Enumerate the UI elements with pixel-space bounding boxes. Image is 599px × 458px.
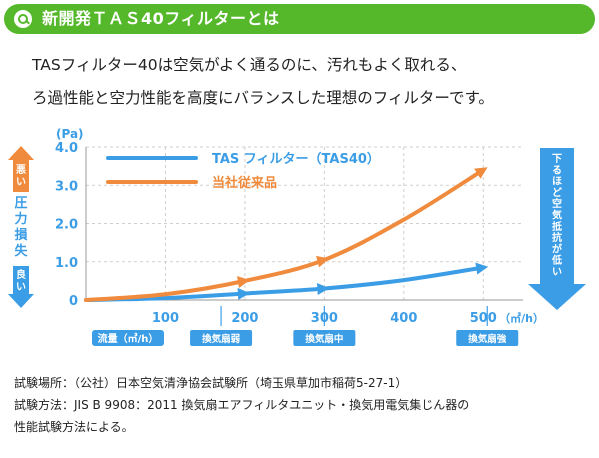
series-point-0 (481, 265, 485, 269)
series-point-1 (243, 279, 247, 283)
fan-label-box (456, 330, 519, 346)
note-test-method-cont: 性能試験方法による。 (14, 420, 134, 434)
note-test-method: 試験方法：JIS B 9908：2011 換気扇エアフィルタユニット・換気用電気… (14, 398, 470, 412)
fan-label: 換気扇中 (305, 333, 343, 345)
left-arrow-up (8, 146, 34, 160)
legend-label-1: 当社従来品 (212, 175, 277, 191)
series-point-1 (322, 258, 326, 262)
left-bottom-box (13, 266, 29, 294)
left-top-char: い (16, 177, 26, 188)
x-axis-label-box (92, 330, 164, 346)
series-arrow-1 (316, 255, 330, 268)
search-icon (14, 10, 32, 28)
left-middle-char: 力 (14, 211, 27, 227)
page-title: 新開発ＴＡＳ40フィルターとは (42, 9, 280, 28)
y-tick-label: 3.0 (55, 179, 78, 194)
x-axis-unit: （㎥/h） (499, 311, 544, 325)
right-arrow-head (528, 284, 586, 310)
series-point-1 (402, 218, 406, 222)
y-tick-label: 1.0 (55, 256, 78, 271)
right-label-char: 下 (552, 153, 562, 165)
right-label-char: い (552, 267, 562, 278)
left-middle-char: 失 (14, 243, 28, 259)
series-point-1 (481, 168, 485, 172)
series-line-0 (84, 265, 486, 302)
x-tick-label: 100 (152, 311, 179, 326)
series-point-1 (163, 292, 167, 296)
right-label-char: 低 (551, 254, 562, 267)
right-label-char: 抗 (552, 231, 562, 244)
legend-label-0: TAS フィルター（TAS40） (212, 151, 380, 167)
left-arrow-down (8, 294, 34, 308)
fan-label: 換気扇強 (468, 333, 507, 345)
fan-label-box (190, 330, 253, 346)
right-label-char: 気 (551, 209, 562, 222)
note-test-location: 試験場所：（公社）日本空気清浄協会試験所（埼玉県草加市稲荷5-27-1） (14, 376, 408, 390)
fan-label: 換気扇弱 (202, 333, 240, 345)
x-axis-label: 流量（㎥/h） (98, 332, 159, 345)
right-label-char: ほ (552, 176, 562, 188)
left-bottom-char: い (16, 282, 26, 293)
y-tick-label: 4.0 (55, 141, 78, 156)
right-label-char: る (552, 164, 562, 176)
series-point-0 (243, 291, 247, 295)
test-notes: 試験場所：（公社）日本空気清浄協会試験所（埼玉県草加市稲荷5-27-1） 試験方… (14, 372, 594, 438)
series-point-0 (402, 278, 406, 282)
x-tick-label: 200 (231, 311, 258, 326)
y-tick-label: 2.0 (55, 218, 78, 233)
intro-line-1: TASフィルター40は空気がよく通るのに、汚れもよく取れる、 (32, 56, 467, 74)
right-label-char: が (552, 242, 563, 255)
series-point-1 (84, 298, 88, 302)
fan-label-box (293, 330, 356, 346)
left-top-box (13, 160, 29, 192)
series-line-1 (84, 167, 486, 302)
left-top-char: 悪 (16, 164, 26, 176)
y-axis-unit: (Pa) (56, 127, 84, 141)
chart-area: 0 1.0 2.0 3.0 4.0 100 200 300 400 500 (Pa) （㎥/h） 流量（… (0, 110, 599, 360)
left-bottom-char: 良 (16, 268, 26, 281)
series-point-0 (163, 296, 167, 300)
intro-line-2: ろ過性能と空力性能を高度にバランスした理想のフィルターです。 (32, 89, 494, 107)
right-label-char: 空 (552, 197, 562, 210)
x-tick-label: 500 (470, 311, 497, 326)
left-middle-char: 圧 (14, 196, 27, 211)
y-tick-label: 0 (69, 294, 78, 309)
x-tick-label: 400 (390, 311, 417, 326)
header-bar: 新開発ＴＡＳ40フィルターとは (4, 4, 595, 34)
right-label-char: ど (552, 186, 562, 199)
series-arrow-0 (475, 262, 489, 275)
right-label-char: 抵 (552, 220, 562, 233)
series-point-0 (322, 287, 326, 291)
series-arrow-1 (237, 276, 250, 288)
right-arrow-body (540, 148, 574, 284)
left-middle-char: 損 (14, 227, 28, 243)
